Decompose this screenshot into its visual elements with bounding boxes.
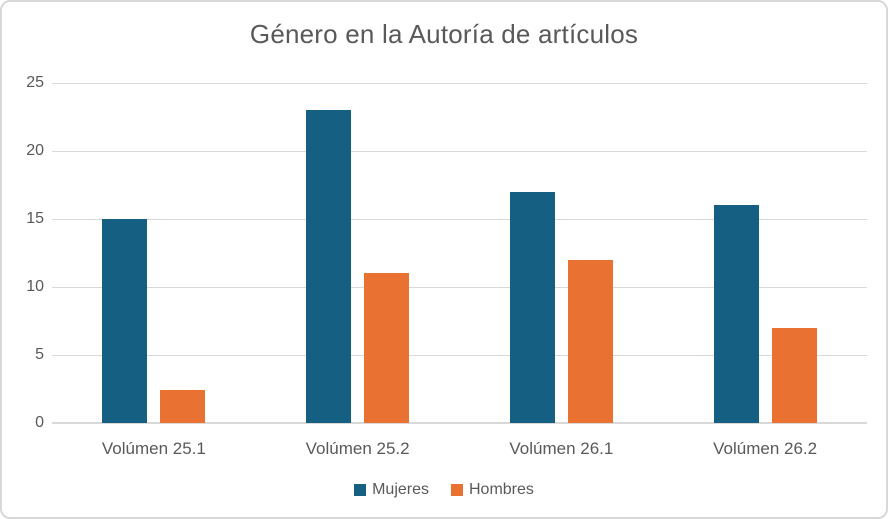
legend-item-mujeres: Mujeres (354, 481, 429, 499)
gridline (52, 355, 867, 356)
bar-hombres-vol-men-26-1 (567, 259, 613, 423)
x-axis-category-label: Volúmen 25.1 (101, 439, 206, 458)
bar-hombres-vol-men-26-2 (771, 327, 817, 423)
bar-mujeres-vol-men-25-1 (102, 219, 148, 423)
y-axis-tick-label: 20 (26, 142, 44, 159)
bar-hombres-vol-men-25-2 (364, 273, 410, 423)
bar-mujeres-vol-men-26-2 (713, 205, 759, 423)
y-axis-tick-label: 15 (26, 210, 44, 227)
y-axis-tick-label: 0 (35, 414, 44, 431)
x-axis-category-label: Volúmen 25.2 (305, 439, 410, 458)
x-axis-category-label: Volúmen 26.2 (713, 439, 818, 458)
bar-hombres-vol-men-25-1 (160, 390, 206, 423)
legend: Mujeres Hombres (2, 481, 886, 499)
gridline (52, 287, 867, 288)
legend-swatch-mujeres (354, 484, 367, 496)
legend-item-hombres: Hombres (451, 481, 534, 499)
gridline (52, 83, 867, 84)
x-axis-baseline (52, 422, 867, 424)
y-axis-tick-label: 25 (26, 74, 44, 91)
gridline (52, 219, 867, 220)
bar-mujeres-vol-men-25-2 (306, 110, 352, 423)
chart-title: Género en la Autoría de artículos (249, 19, 639, 49)
x-axis-category-label: Volúmen 26.1 (509, 439, 614, 458)
gridline (52, 151, 867, 152)
y-axis-tick-label: 5 (35, 346, 44, 363)
legend-label-hombres: Hombres (469, 481, 534, 498)
legend-swatch-hombres (451, 484, 463, 496)
bar-mujeres-vol-men-26-1 (509, 191, 555, 423)
y-axis-tick-label: 10 (26, 278, 44, 295)
legend-label-mujeres: Mujeres (372, 481, 429, 498)
